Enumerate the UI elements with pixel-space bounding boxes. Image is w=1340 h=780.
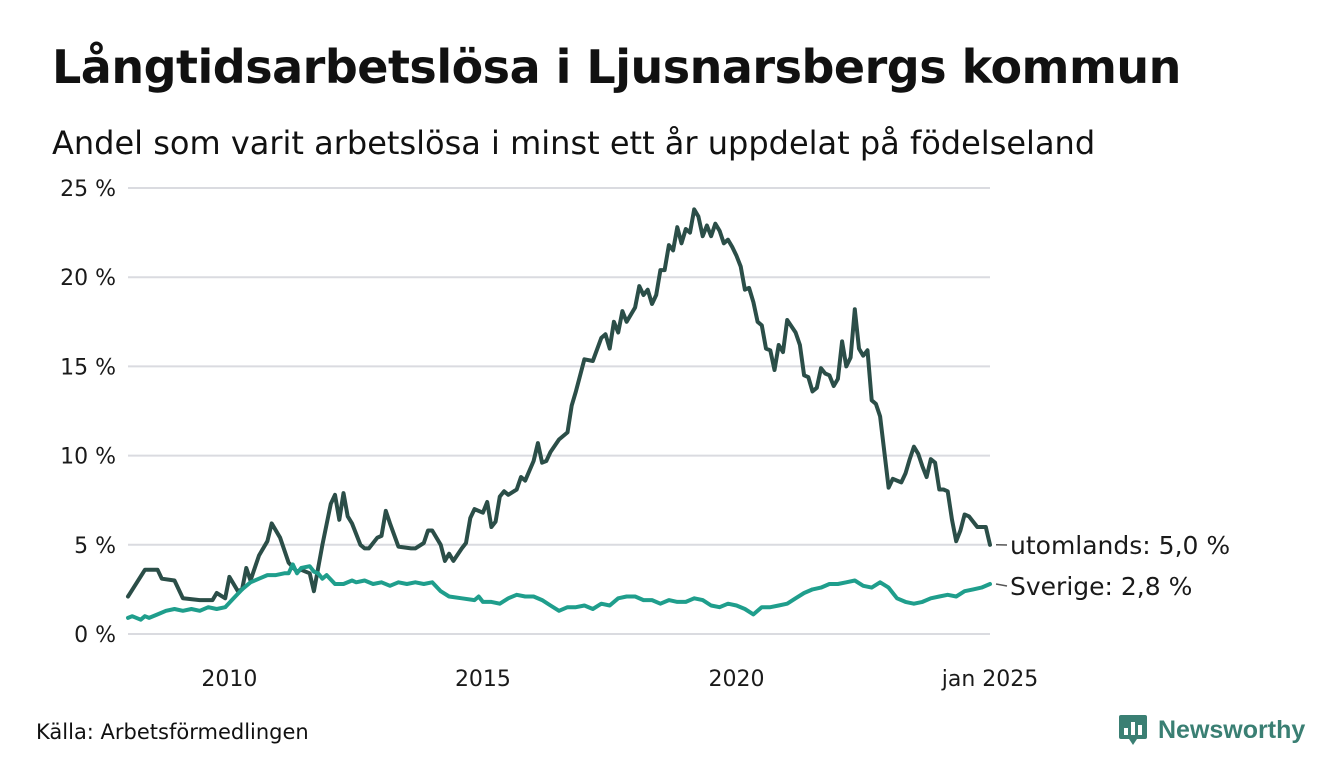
x-tick-label: jan 2025 [941,667,1039,692]
brand-name: Newsworthy [1158,715,1306,744]
chart-subtitle: Andel som varit arbetslösa i minst ett å… [52,124,1096,162]
end-label-connector [995,583,1008,587]
end-label-utomlands: utomlands: 5,0 % [1010,531,1230,560]
source-note: Källa: Arbetsförmedlingen [36,720,309,744]
end-label-sverige: Sverige: 2,8 % [1010,572,1192,601]
chart-title: Långtidsarbetslösa i Ljusnarsbergs kommu… [52,40,1181,94]
y-tick-label: 25 % [60,177,116,202]
line-chart: 0 % 5 % 10 % 15 % 20 % 25 % 2010 2015 2020 jan 2… [60,177,1230,692]
y-tick-label: 10 % [60,445,116,470]
newsworthy-logo[interactable]: Newsworthy [1118,713,1305,747]
series-line-utomlands [126,207,992,603]
y-tick-label: 0 % [74,623,116,648]
y-tick-label: 15 % [60,355,116,380]
x-tick-label: 2010 [201,667,257,692]
x-tick-label: 2015 [455,667,511,692]
y-tick-label: 20 % [60,266,116,291]
series-line-sverige [126,562,992,622]
y-tick-label: 5 % [74,534,116,559]
end-labels: utomlands: 5,0 % Sverige: 2,8 % [995,531,1230,601]
gridlines [128,187,990,635]
bar-chart-logo-icon [1119,715,1147,745]
y-axis-ticks: 0 % 5 % 10 % 15 % 20 % 25 % [60,177,116,648]
x-tick-label: 2020 [708,667,764,692]
series-lines [126,207,992,622]
x-axis-ticks: 2010 2015 2020 jan 2025 [201,667,1038,692]
